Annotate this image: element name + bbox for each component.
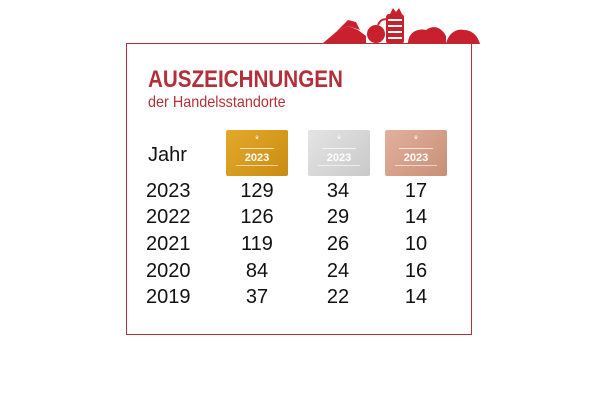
gold-count: 119 xyxy=(241,233,273,255)
brand-logo-icon xyxy=(322,8,480,44)
silver-count: 29 xyxy=(326,206,350,228)
table-row: 2021 119 26 10 xyxy=(0,233,600,257)
badge-divider xyxy=(318,165,360,166)
gold-award-badge: ♛ 2023 xyxy=(226,130,288,176)
table-row: 2023 129 34 17 xyxy=(0,180,600,204)
silver-count: 22 xyxy=(326,286,350,308)
badge-divider xyxy=(322,148,356,149)
row-year: 2020 xyxy=(146,260,191,282)
bronze-award-badge: ♛ 2023 xyxy=(385,130,447,176)
row-year: 2023 xyxy=(146,180,191,202)
bronze-count: 14 xyxy=(404,206,428,228)
row-year: 2019 xyxy=(146,286,191,308)
silver-count: 34 xyxy=(326,180,350,202)
page-title: AUSZEICHNUNGEN xyxy=(148,66,343,93)
bronze-count: 14 xyxy=(404,286,428,308)
page-subtitle: der Handelsstandorte xyxy=(148,94,286,111)
year-column-header: Jahr xyxy=(148,144,187,166)
gold-count: 126 xyxy=(240,206,274,228)
badge-divider xyxy=(240,148,274,149)
silver-award-badge: ♛ 2023 xyxy=(308,130,370,176)
silver-badge-year: 2023 xyxy=(326,152,352,164)
table-row: 2019 37 22 14 xyxy=(0,286,600,310)
badge-crown-icon: ♛ xyxy=(336,135,342,141)
badge-divider xyxy=(236,165,278,166)
bronze-count: 10 xyxy=(404,233,428,255)
row-year: 2021 xyxy=(146,233,191,255)
bronze-count: 16 xyxy=(404,260,428,282)
content-frame xyxy=(126,43,472,335)
gold-count: 129 xyxy=(240,180,274,202)
bronze-badge-year: 2023 xyxy=(403,152,429,164)
badge-crown-icon: ♛ xyxy=(413,135,419,141)
table-row: 2020 84 24 16 xyxy=(0,260,600,284)
silver-count: 26 xyxy=(326,233,350,255)
silver-count: 24 xyxy=(326,260,350,282)
bronze-count: 17 xyxy=(404,180,428,202)
gold-count: 84 xyxy=(245,260,269,282)
badge-crown-icon: ♛ xyxy=(254,135,260,141)
badge-divider xyxy=(395,165,437,166)
gold-badge-year: 2023 xyxy=(244,152,270,164)
gold-count: 37 xyxy=(245,286,269,308)
table-row: 2022 126 29 14 xyxy=(0,206,600,230)
badge-divider xyxy=(399,148,433,149)
row-year: 2022 xyxy=(146,206,191,228)
